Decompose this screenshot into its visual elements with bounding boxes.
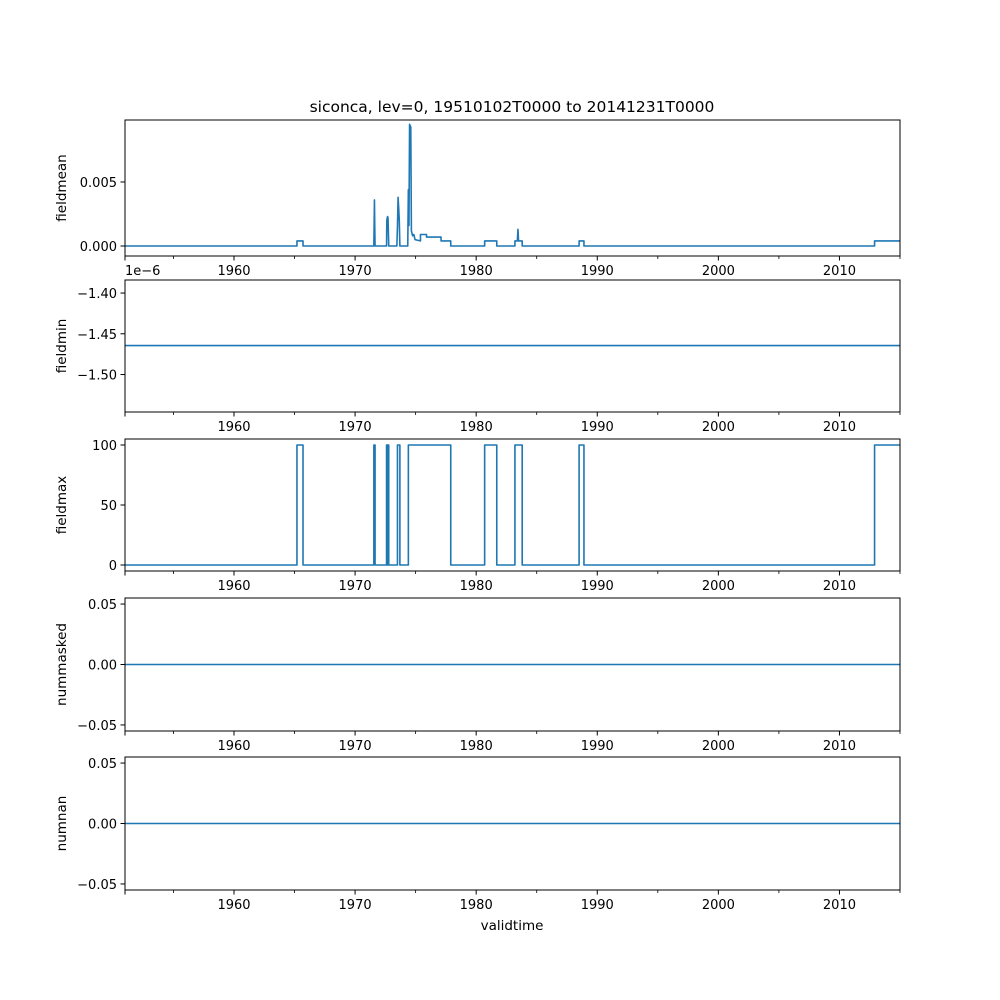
x-tick-label: 1980 — [460, 579, 493, 594]
axes-frame — [124, 119, 901, 257]
x-tick-label: 1980 — [460, 420, 493, 435]
x-tick-label: 1990 — [581, 579, 614, 594]
x-tick-label: 2000 — [702, 579, 735, 594]
x-axis-label: validtime — [481, 918, 544, 934]
x-tick-label: 1970 — [339, 898, 372, 913]
x-tick-label: 1980 — [460, 739, 493, 754]
panel-fieldmin: −1.40 −1.45 −1.50 1960 1970 1980 1990 2000 2010 f… — [54, 264, 901, 435]
x-tick-label: 1960 — [217, 420, 250, 435]
x-tick-label: 1990 — [581, 739, 614, 754]
x-tick-label: 1960 — [217, 264, 250, 279]
y-tick-label: 0.05 — [88, 757, 117, 772]
y-tick-label: 0.005 — [80, 176, 117, 191]
x-tick-label: 2010 — [823, 579, 856, 594]
x-tick-label: 1970 — [339, 579, 372, 594]
x-tick-label: 1980 — [460, 898, 493, 913]
x-tick-label: 2000 — [702, 420, 735, 435]
y-tick-label: 0.05 — [88, 598, 117, 613]
y-tick-label: 100 — [92, 439, 117, 454]
panel-numnan: 0.05 0.00 −0.05 1960 1970 1980 1990 2000 2010 num… — [54, 756, 901, 913]
x-tick-label: 2010 — [823, 898, 856, 913]
panel-fieldmean: 0.000 0.005 1960 1970 1980 1990 2000 2010 fieldm… — [54, 119, 901, 279]
x-tick-label: 1960 — [217, 579, 250, 594]
y-axis-label: nummasked — [54, 623, 70, 706]
y-tick-label: 50 — [100, 499, 117, 514]
x-tick-label: 1980 — [460, 264, 493, 279]
chart-title: siconca, lev=0, 19510102T0000 to 2014123… — [310, 98, 715, 116]
panel-fieldmax: 0 50 100 1960 1970 1980 1990 2000 2010 fieldmax — [54, 438, 901, 594]
x-tick-label: 2010 — [823, 264, 856, 279]
x-tick-label: 2000 — [702, 739, 735, 754]
y-tick-label: 0.00 — [88, 818, 117, 833]
x-tick-label: 1970 — [339, 739, 372, 754]
x-tick-label: 2010 — [823, 739, 856, 754]
x-tick-label: 2000 — [702, 264, 735, 279]
series-line-fieldmean — [125, 123, 900, 247]
x-tick-label: 1990 — [581, 420, 614, 435]
y-axis-label: fieldmin — [54, 319, 70, 374]
x-tick-label: 1970 — [339, 420, 372, 435]
x-tick-label: 2010 — [823, 420, 856, 435]
y-tick-label: 0.00 — [88, 659, 117, 674]
y-axis-label: numnan — [54, 796, 70, 852]
series-line-fieldmax — [125, 444, 900, 566]
y-offset-label: 1e−6 — [125, 264, 160, 279]
x-tick-label: 1990 — [581, 264, 614, 279]
x-tick-label: 1990 — [581, 898, 614, 913]
x-tick-label: 1970 — [339, 264, 372, 279]
x-tick-label: 1960 — [217, 898, 250, 913]
y-axis-label: fieldmax — [54, 476, 70, 535]
y-tick-label: −1.50 — [77, 369, 117, 384]
y-tick-label: −1.40 — [77, 287, 117, 302]
panel-nummasked: 0.05 0.00 −0.05 1960 1970 1980 1990 2000 2010 num… — [54, 597, 901, 754]
x-tick-label: 1960 — [217, 739, 250, 754]
y-tick-label: 0 — [109, 559, 117, 574]
axes-frame — [124, 279, 901, 413]
x-tick-label: 2000 — [702, 898, 735, 913]
y-axis-label: fieldmean — [54, 154, 70, 221]
y-tick-label: −0.05 — [77, 719, 117, 734]
y-tick-label: 0.000 — [80, 240, 117, 255]
y-tick-label: −1.45 — [77, 328, 117, 343]
y-tick-label: −0.05 — [77, 878, 117, 893]
